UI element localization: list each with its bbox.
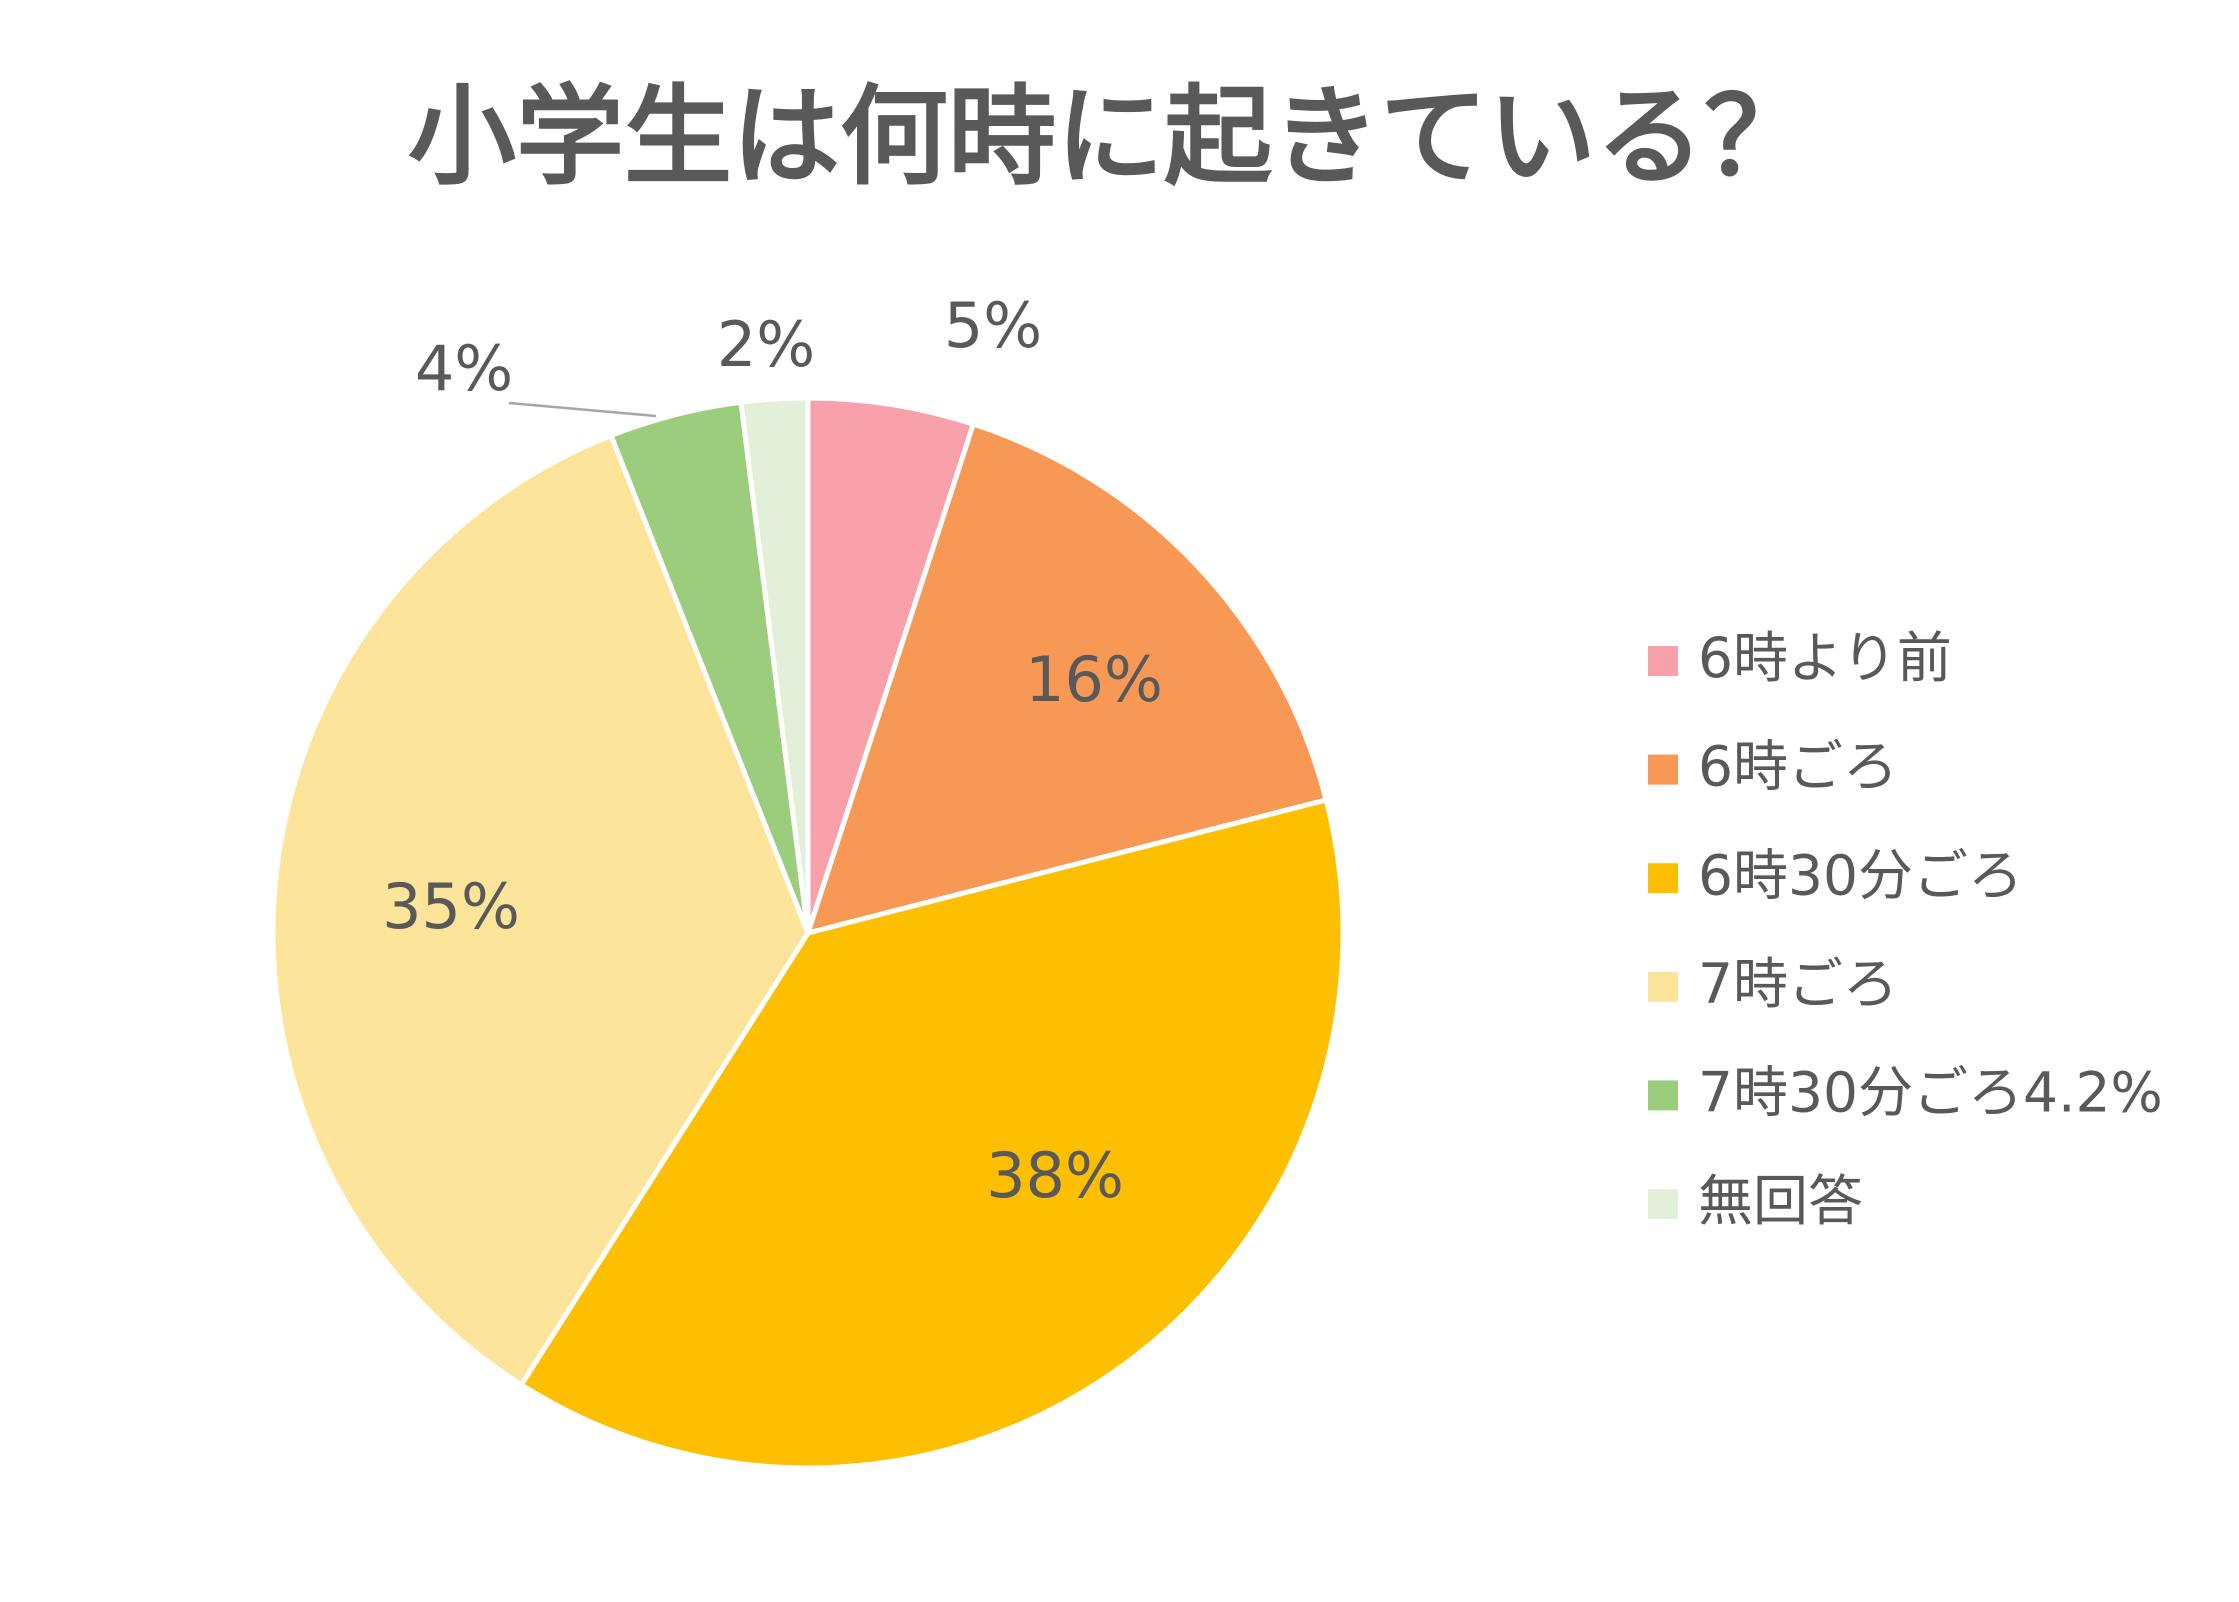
legend-label: 無回答 (1698, 1169, 1863, 1233)
legend-swatch (1648, 971, 1678, 1002)
data-label: 2% (717, 308, 815, 381)
legend-swatch (1648, 863, 1678, 894)
data-label: 5% (944, 289, 1042, 362)
legend-swatch (1648, 1189, 1678, 1219)
data-label: 16% (1025, 643, 1163, 716)
data-label: 4% (415, 332, 513, 405)
chart-title: 小学生は何時に起きている？ (408, 75, 1812, 200)
pie-slice (518, 797, 1346, 1471)
legend-swatch (1648, 646, 1678, 676)
legend-label: 7時ごろ (1698, 952, 1898, 1016)
legend-label: 6時ごろ (1698, 735, 1898, 799)
leader-line (508, 401, 657, 418)
legend-swatch (1648, 754, 1678, 785)
pie-slice (270, 433, 811, 1388)
pie-slice (805, 421, 1329, 936)
pie-slice (738, 395, 811, 936)
legend-label: 6時30分ごろ (1698, 843, 2023, 907)
data-label: 38% (986, 1139, 1124, 1212)
legend-label: 6時より前 (1698, 626, 1952, 690)
legend-swatch (1648, 1080, 1678, 1111)
legend-label: 7時30分ごろ4.2% (1698, 1061, 2163, 1125)
data-label: 35% (382, 870, 520, 943)
